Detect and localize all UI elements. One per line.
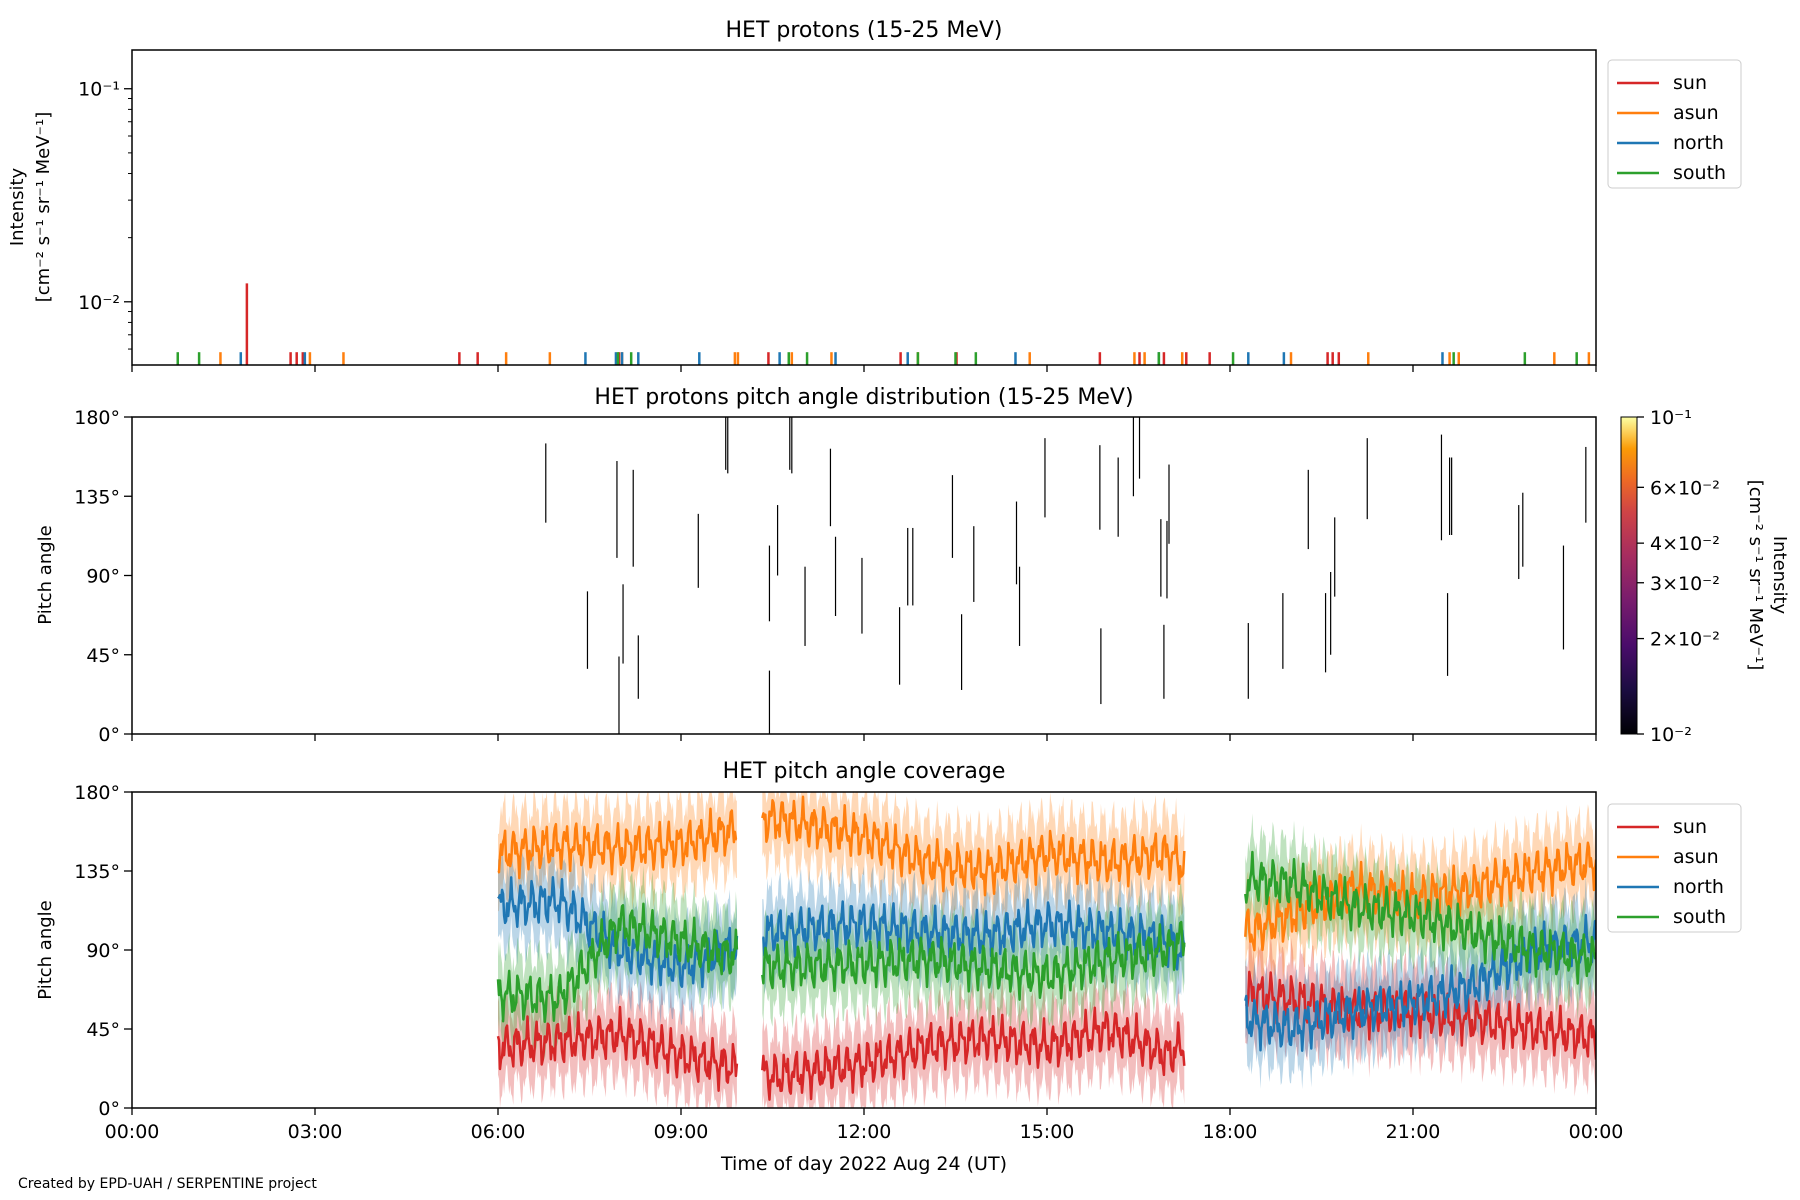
ytick-label: 45° (86, 1019, 120, 1041)
legend-label-asun: asun (1673, 102, 1719, 124)
panel3-lines (496, 795, 1596, 1101)
ytick-label: 0° (98, 724, 120, 746)
band-asun (498, 792, 737, 917)
ytick-label: 180° (74, 407, 120, 429)
colorbar-tick-label: 4×10⁻² (1650, 533, 1720, 555)
colorbar-tick-label: 2×10⁻² (1650, 629, 1720, 651)
colorbar-tick-label: 6×10⁻² (1650, 477, 1720, 499)
line-asun (761, 795, 1186, 897)
x-axis-label: Time of day 2022 Aug 24 (UT) (720, 1153, 1007, 1175)
xtick-label: 21:00 (1386, 1121, 1441, 1143)
panel-pitch-coverage: HET pitch angle coverage 0° 45° 90° 135° 180… (35, 759, 1742, 1175)
line-sun (761, 1006, 1186, 1101)
footer-credit: Created by EPD-UAH / SERPENTINE project (18, 1176, 317, 1192)
panel2-yaxis: 0° 45° 90° 135° 180° (74, 407, 132, 746)
xtick-label: 15:00 (1020, 1121, 1075, 1143)
colorbar (1620, 416, 1638, 735)
xtick-label: 18:00 (1203, 1121, 1258, 1143)
panel3-yaxis: 0° 45° 90° 135° 180° (74, 782, 132, 1120)
line-south (761, 920, 1186, 1001)
panel3-title: HET pitch angle coverage (723, 759, 1006, 784)
legend-bottom: sun asun north south (1607, 803, 1742, 933)
panel1-yaxis: 10⁻¹ 10⁻² (78, 79, 132, 350)
legend-frame (1607, 803, 1742, 933)
xtick-label: 03:00 (288, 1121, 343, 1143)
panel2-ylabel: Pitch angle (35, 525, 56, 624)
panel-pitch-distribution: HET protons pitch angle distribution (15… (35, 385, 1790, 746)
colorbar-units: [cm⁻² s⁻¹ sr⁻¹ MeV⁻¹] (1745, 480, 1766, 671)
legend-label-south: south (1673, 162, 1726, 184)
ytick-label: 0° (98, 1098, 120, 1120)
line-south (1244, 850, 1596, 985)
legend-label-asun: asun (1673, 846, 1719, 868)
ytick-label: 10⁻¹ (78, 79, 120, 101)
panel1-title: HET protons (15-25 MeV) (726, 18, 1003, 43)
panel3-ylabel: Pitch angle (35, 900, 56, 999)
legend-frame (1607, 59, 1742, 189)
line-south (496, 902, 739, 1024)
colorbar-tick-label: 10⁻² (1650, 724, 1692, 746)
line-asun (1244, 841, 1596, 952)
line-sun (1245, 970, 1596, 1060)
panel2-segments (545, 417, 1587, 734)
panel1-bars (176, 283, 1591, 365)
panel3-xaxis: 00:00 03:00 06:00 09:00 12:00 15:00 18:00 21:00… (105, 1108, 1624, 1143)
line-north (762, 898, 1186, 971)
ytick-label: 135° (74, 486, 120, 508)
legend-label-sun: sun (1673, 816, 1707, 838)
xtick-label: 06:00 (471, 1121, 526, 1143)
xtick-label: 12:00 (837, 1121, 892, 1143)
colorbar-tick-label: 3×10⁻² (1650, 573, 1720, 595)
ytick-label: 10⁻² (78, 292, 120, 314)
xtick-label: 09:00 (654, 1121, 709, 1143)
ytick-label: 45° (86, 645, 120, 667)
panel3-bands (498, 792, 1596, 1108)
xtick-label: 00:00 (1569, 1121, 1624, 1143)
line-asun (497, 807, 738, 880)
panel-intensity: HET protons (15-25 MeV) 10⁻¹ 10⁻² Intensi… (7, 18, 1742, 372)
panel1-xticks (131, 365, 1597, 372)
legend-label-north: north (1673, 876, 1724, 898)
colorbar-label: Intensity (1769, 536, 1790, 615)
legend-label-south: south (1673, 906, 1726, 928)
ytick-label: 90° (86, 566, 120, 588)
line-sun (496, 1005, 739, 1092)
legend-label-sun: sun (1673, 72, 1707, 94)
legend-top: sun asun north south (1607, 59, 1742, 189)
panel2-xticks (131, 734, 1597, 741)
panel1-frame (131, 49, 1597, 366)
colorbar-ticks: 10⁻¹ 6×10⁻² 4×10⁻² 3×10⁻² 2×10⁻² 10⁻² (1637, 407, 1720, 746)
xtick-label: 00:00 (105, 1121, 160, 1143)
panel2-title: HET protons pitch angle distribution (15… (594, 385, 1133, 410)
colorbar-tick-label: 10⁻¹ (1650, 407, 1692, 429)
panel1-ylabel: Intensity (7, 167, 28, 246)
legend-label-north: north (1673, 132, 1724, 154)
ytick-label: 135° (74, 861, 120, 883)
ytick-label: 90° (86, 940, 120, 962)
panel1-ylabel-units: [cm⁻² s⁻¹ sr⁻¹ MeV⁻¹] (33, 112, 54, 303)
ytick-label: 180° (74, 782, 120, 804)
panel2-frame (131, 416, 1597, 735)
